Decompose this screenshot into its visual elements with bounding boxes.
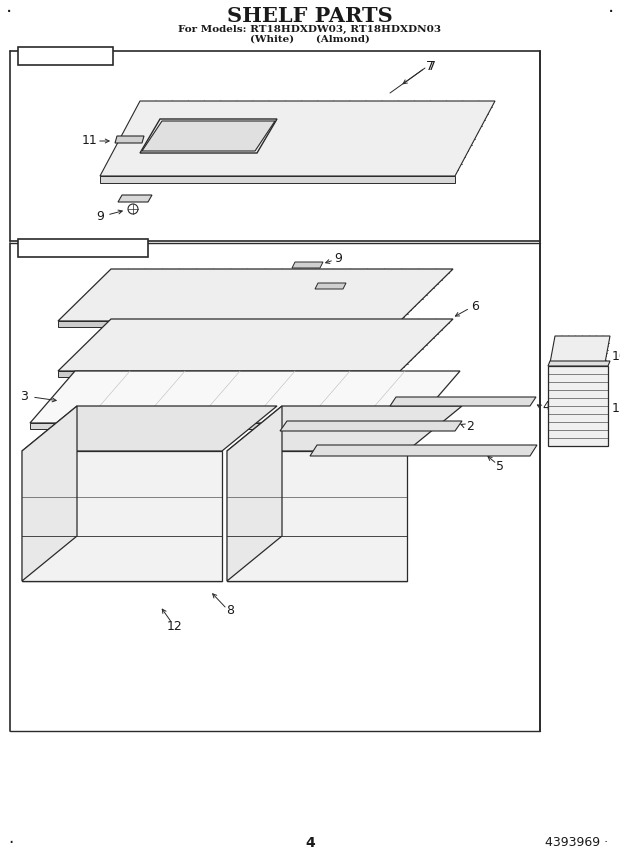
Polygon shape [227,406,462,451]
Text: 9: 9 [359,276,367,289]
Polygon shape [548,366,608,446]
Polygon shape [548,361,610,366]
Polygon shape [30,423,415,429]
Bar [18,47,113,65]
Text: 7: 7 [426,59,434,72]
Polygon shape [22,406,77,581]
Text: 4: 4 [305,836,315,850]
Polygon shape [227,406,282,581]
Text: 1: 1 [612,401,620,414]
Text: 11: 11 [82,134,98,147]
Polygon shape [118,195,152,202]
Text: 7: 7 [428,59,436,72]
Text: (White)      (Almond): (White) (Almond) [250,34,370,44]
Text: 3: 3 [20,389,28,402]
Polygon shape [280,421,462,431]
Text: 9: 9 [334,252,342,265]
Polygon shape [390,397,536,406]
Polygon shape [58,319,453,371]
Text: FREEZER: FREEZER [35,49,94,63]
Text: ·: · [8,834,13,852]
Text: ·: · [608,3,614,22]
Polygon shape [58,371,400,377]
Polygon shape [292,262,323,268]
Text: 5: 5 [496,460,504,473]
Polygon shape [100,101,495,176]
Polygon shape [115,136,144,143]
Text: 6: 6 [471,300,479,313]
Text: SHELF PARTS: SHELF PARTS [227,6,393,26]
Polygon shape [310,445,537,456]
Polygon shape [315,283,346,289]
Text: 12: 12 [167,620,183,633]
Polygon shape [100,176,455,183]
Polygon shape [58,269,453,321]
Text: 9: 9 [96,209,104,222]
Text: For Models: RT18HDXDW03, RT18HDXDN03: For Models: RT18HDXDW03, RT18HDXDN03 [179,24,441,34]
Text: 10: 10 [612,350,620,362]
Text: 4: 4 [542,400,550,413]
Polygon shape [58,321,400,327]
Text: REFRIGERATOR: REFRIGERATOR [32,241,133,255]
Polygon shape [22,406,277,451]
Text: 8: 8 [226,604,234,617]
Polygon shape [30,371,460,423]
Bar [18,239,148,257]
Polygon shape [227,451,407,581]
Text: 4393969 ·: 4393969 · [545,837,608,850]
Text: 2: 2 [466,419,474,432]
Polygon shape [550,336,610,363]
Text: ·: · [6,3,12,22]
Polygon shape [22,451,222,581]
Polygon shape [142,121,275,151]
